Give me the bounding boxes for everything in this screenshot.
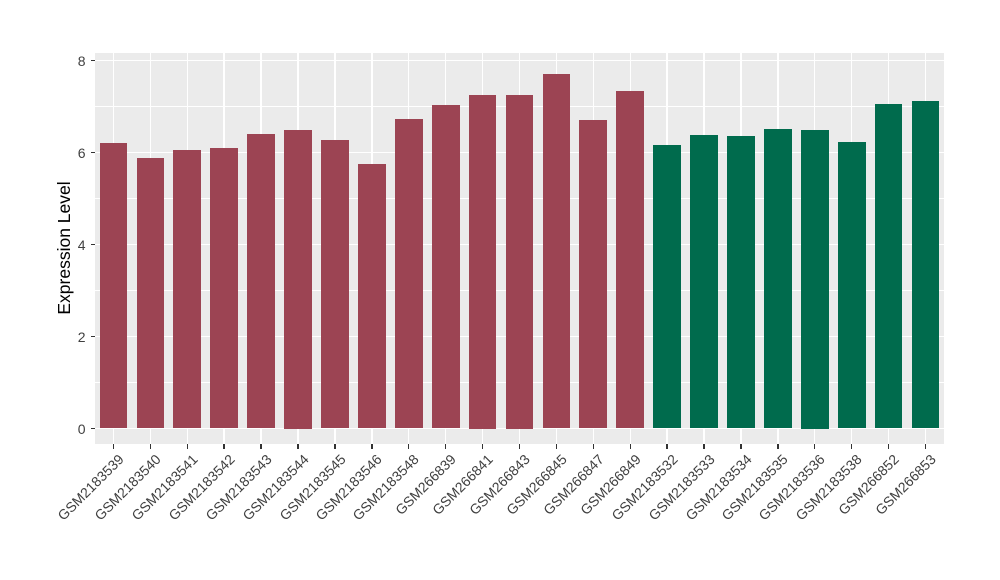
x-axis-tick [555,444,558,449]
y-tick-label: 8 [77,52,86,69]
y-axis-tick [90,59,95,62]
x-axis-tick [408,444,410,449]
bar-GSM2183542 [210,147,239,429]
bar-GSM266841 [468,95,497,429]
x-axis-tick [112,444,115,449]
y-axis-tick [90,243,95,246]
x-axis-tick [703,444,705,449]
x-axis-tick [518,444,521,449]
bar-GSM2183540 [136,158,165,429]
bar-GSM2183541 [173,150,202,429]
bar-GSM266845 [542,74,571,429]
x-axis-tick [334,444,336,449]
x-axis-tick [666,444,668,449]
y-axis-tick [90,151,95,154]
y-axis-tick [90,427,95,430]
y-tick-label: 4 [77,236,86,253]
y-tick-label: 0 [77,420,86,437]
x-axis-tick [186,444,188,449]
x-axis-tick [814,444,816,449]
bar-GSM2183535 [764,129,792,429]
major-gridline [95,59,944,62]
x-axis-tick [223,444,225,449]
x-axis-tick [851,444,853,449]
bar-GSM266852 [874,104,903,429]
bar-GSM2183544 [284,129,312,429]
bar-GSM266839 [431,105,460,429]
x-axis-tick [297,444,299,449]
x-axis-tick [740,444,742,449]
x-axis-tick [481,444,484,449]
bar-GSM266843 [505,95,534,429]
x-axis-tick [444,444,447,449]
x-axis-tick [924,444,927,449]
bar-GSM2183536 [800,129,829,429]
bar-GSM2183545 [321,140,349,429]
bar-GSM266849 [616,91,645,429]
x-axis-tick [260,444,262,449]
major-gridline [95,427,944,430]
bar-GSM2183543 [247,134,275,429]
y-tick-label: 2 [77,328,86,345]
bar-GSM2183532 [653,145,681,429]
bar-GSM2183548 [394,118,423,429]
bar-GSM2183539 [99,143,128,429]
x-axis-tick [887,444,890,449]
y-axis-tick [90,335,95,338]
bar-GSM266853 [911,101,940,429]
x-axis-tick [629,444,631,449]
bar-GSM2183534 [727,135,755,429]
bar-GSM2183533 [690,135,718,429]
y-tick-label: 6 [77,144,86,161]
x-axis-tick [592,444,595,449]
x-axis-tick [777,444,779,449]
x-axis-tick [371,444,373,449]
bar-GSM2183538 [837,141,866,429]
x-axis-tick [149,444,152,449]
bar-GSM266847 [579,119,608,429]
bar-GSM2183546 [358,163,386,429]
